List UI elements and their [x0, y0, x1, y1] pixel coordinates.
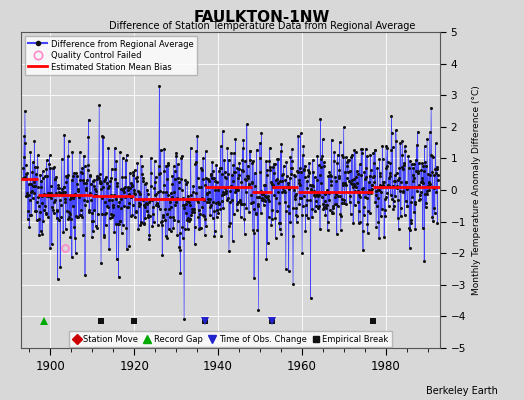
Legend: Station Move, Record Gap, Time of Obs. Change, Empirical Break: Station Move, Record Gap, Time of Obs. C…: [69, 331, 392, 347]
Text: Difference of Station Temperature Data from Regional Average: Difference of Station Temperature Data f…: [109, 21, 415, 31]
Text: FAULKTON-1NW: FAULKTON-1NW: [194, 10, 330, 25]
Y-axis label: Monthly Temperature Anomaly Difference (°C): Monthly Temperature Anomaly Difference (…: [472, 85, 481, 295]
Text: Berkeley Earth: Berkeley Earth: [426, 386, 498, 396]
